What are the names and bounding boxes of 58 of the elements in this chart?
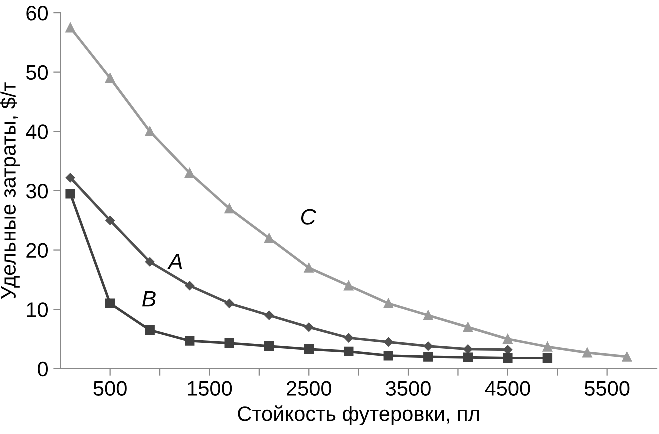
point (344, 346, 354, 357)
point (145, 258, 155, 267)
point (304, 263, 314, 273)
point (184, 336, 195, 346)
x-tick-label: 2500 (287, 381, 332, 396)
point (264, 310, 274, 320)
point (463, 352, 474, 362)
point (224, 299, 234, 308)
y-tick-label: 60 (26, 6, 48, 21)
point (384, 350, 394, 361)
point (224, 204, 234, 214)
point (105, 73, 116, 84)
x-axis-title: Стойкость футеровки, пл (238, 406, 480, 426)
y-tick-label: 40 (26, 124, 48, 140)
point (503, 334, 513, 344)
y-tick-label: 20 (26, 243, 48, 258)
series-label: A (167, 254, 182, 270)
point (384, 338, 394, 347)
point (384, 298, 394, 309)
point (224, 338, 234, 348)
x-tick-label: 5500 (584, 381, 630, 396)
point (66, 173, 76, 183)
point (424, 352, 434, 362)
y-axis-title: Удельные затраты, $/т (0, 82, 20, 300)
point (622, 352, 632, 362)
point (66, 189, 76, 199)
point (264, 234, 274, 244)
y-tick-label: 10 (27, 302, 48, 318)
point (503, 345, 513, 355)
point (264, 342, 274, 352)
point (66, 22, 76, 33)
y-tick-label: 0 (38, 362, 48, 377)
point (542, 353, 553, 364)
point (424, 342, 434, 351)
point (424, 310, 434, 320)
y-tick-label: 50 (26, 65, 48, 80)
point (582, 348, 592, 358)
series-label: B (142, 291, 156, 307)
point (184, 168, 195, 178)
point (344, 333, 354, 343)
point (304, 322, 314, 332)
x-tick-label: 1500 (188, 381, 232, 396)
point (145, 325, 155, 336)
point (464, 344, 473, 354)
x-tick-label: 3500 (386, 381, 431, 396)
point (304, 344, 314, 354)
x-tick-label: 500 (94, 381, 127, 396)
point (463, 322, 474, 332)
x-tick-label: 4500 (485, 381, 530, 396)
point (542, 342, 553, 352)
point (145, 126, 155, 137)
point (106, 216, 115, 226)
y-tick-label: 30 (26, 184, 48, 199)
point (503, 353, 513, 364)
point (344, 281, 354, 291)
point (105, 298, 116, 309)
point (185, 281, 194, 290)
series-label: C (301, 209, 316, 225)
